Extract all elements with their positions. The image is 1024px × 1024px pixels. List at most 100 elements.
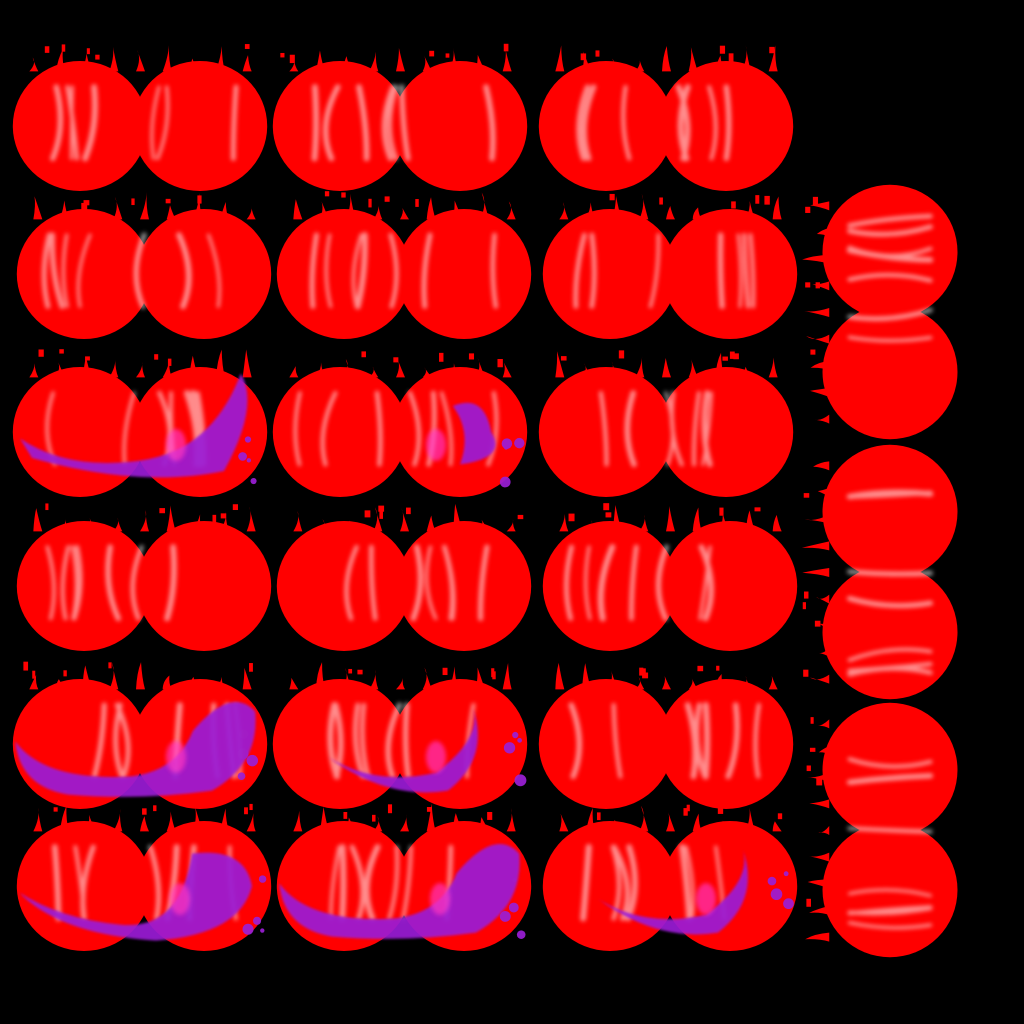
ember: [697, 665, 704, 672]
flame-tip: [772, 821, 782, 832]
flame-tip: [246, 506, 256, 532]
flame-frame: [542, 804, 798, 951]
flame-tip: [369, 51, 379, 72]
ember: [803, 669, 809, 677]
flame-tip: [162, 357, 172, 378]
flame-lobe: [12, 61, 148, 191]
flame-tip: [400, 208, 409, 220]
ember: [810, 349, 816, 355]
flame-tip: [804, 308, 830, 317]
ember: [220, 513, 227, 519]
flame-tip: [555, 662, 565, 690]
ember: [153, 805, 157, 812]
ember: [324, 191, 330, 197]
flame-tip: [476, 358, 485, 378]
ember: [639, 667, 644, 676]
flame-tip: [480, 817, 489, 832]
ember: [38, 349, 44, 357]
flame-tip: [742, 45, 751, 72]
flame-frame: [538, 350, 794, 497]
flame-tip: [246, 813, 256, 832]
flame-frame: [538, 45, 794, 191]
purple-flame-accent: [15, 702, 259, 797]
flame-tip: [666, 812, 675, 832]
ember: [95, 54, 100, 60]
flame-tip: [480, 192, 489, 220]
flame-tip: [768, 45, 778, 72]
flame-tip: [220, 511, 229, 532]
ember: [232, 504, 238, 511]
ember: [439, 352, 444, 362]
ember: [406, 507, 411, 515]
flame-tip: [586, 202, 595, 220]
flame-frame: [276, 191, 532, 339]
ember: [809, 747, 816, 752]
flame-tip: [768, 676, 778, 690]
flame-tip: [719, 511, 729, 532]
flame-tip: [320, 519, 329, 532]
ember: [560, 356, 567, 361]
ember: [618, 350, 625, 359]
ember: [764, 195, 770, 205]
flame-tip: [662, 46, 671, 72]
flame-lobe: [662, 209, 798, 339]
flame-highlights: [41, 232, 221, 310]
flame-tip: [506, 808, 516, 832]
flame-tip: [162, 675, 172, 690]
flame-lobe: [662, 521, 798, 651]
flame-tip: [293, 199, 303, 220]
ember: [212, 514, 217, 523]
ember: [289, 54, 295, 64]
flame-lobe: [542, 521, 678, 651]
flame-tip: [33, 807, 43, 832]
ember: [595, 50, 600, 57]
flame-tip: [818, 746, 830, 755]
flame-tip: [688, 47, 698, 72]
flame-frame: [16, 803, 272, 951]
ember: [642, 672, 649, 679]
flame-tip: [586, 807, 595, 832]
flame-lobe: [392, 61, 528, 191]
flame-tip: [666, 206, 675, 220]
flame-tip: [373, 816, 383, 832]
flame-tip: [136, 662, 145, 690]
flame-highlights: [846, 213, 934, 343]
ember: [754, 507, 761, 512]
flame-tip: [242, 349, 252, 378]
flame-tip: [342, 667, 352, 690]
ember: [131, 198, 135, 206]
flame-frame-vertical: [801, 444, 958, 700]
flame-tip: [502, 362, 512, 378]
ember: [165, 198, 171, 204]
ember: [343, 811, 348, 819]
flame-tip: [82, 665, 92, 690]
ember: [805, 282, 811, 288]
flame-tip: [316, 662, 325, 690]
flame-lobe: [658, 679, 794, 809]
flame-highlights: [568, 702, 761, 780]
flame-lobe: [276, 521, 412, 651]
flame-tip: [140, 510, 149, 532]
flame-frame: [12, 349, 268, 497]
flame-tip: [396, 678, 405, 690]
ember: [729, 351, 735, 359]
flame-tip: [818, 826, 830, 835]
flame-highlights: [50, 84, 239, 162]
flame-tip: [816, 719, 830, 729]
flame-frame: [12, 661, 268, 809]
flame-highlights: [309, 232, 499, 310]
flame-tip: [639, 193, 649, 220]
flame-lobe: [822, 184, 958, 320]
flame-tip: [426, 197, 436, 220]
ember: [81, 202, 88, 211]
flame-tip: [373, 507, 383, 532]
flame-tip: [216, 349, 225, 378]
flame-tip: [220, 201, 229, 220]
ember: [812, 196, 819, 206]
flame-tip: [242, 55, 252, 72]
ember: [716, 665, 720, 671]
flame-tip: [189, 58, 199, 72]
purple-flame-accent: [20, 373, 257, 485]
flame-tip: [810, 388, 830, 397]
flame-tip: [453, 813, 463, 832]
